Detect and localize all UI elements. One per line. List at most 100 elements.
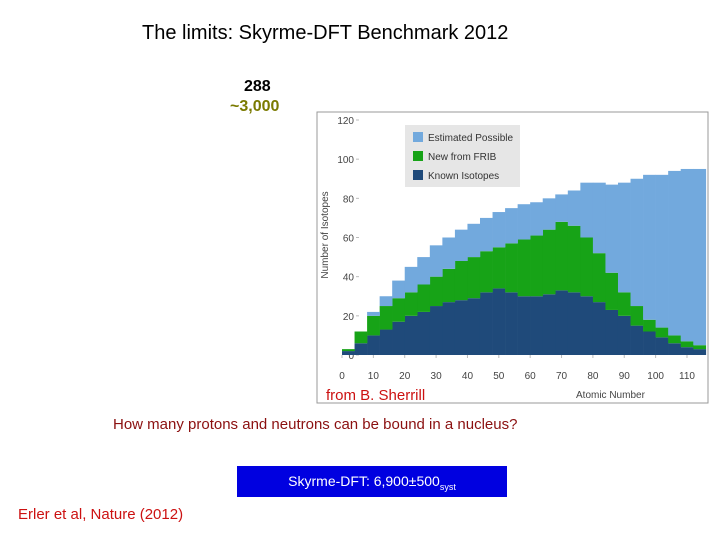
bar (517, 204, 531, 240)
bar (592, 182, 606, 254)
bar (517, 296, 531, 355)
bar (417, 311, 431, 355)
bar (567, 225, 581, 293)
bar (605, 184, 619, 273)
bar (354, 331, 368, 344)
bar (592, 253, 606, 303)
bar (630, 325, 644, 355)
legend-swatch (413, 132, 423, 142)
citation: Erler et al, Nature (2012) (18, 506, 184, 523)
y-tick-label: 20 (343, 312, 355, 323)
x-tick-label: 60 (525, 371, 537, 382)
bar (580, 237, 594, 297)
count-known: 288 (244, 78, 271, 95)
bar (367, 335, 380, 355)
bar (467, 223, 481, 258)
result-subscript: syst (439, 481, 456, 492)
bar (342, 349, 355, 352)
bar (454, 229, 468, 261)
bar (693, 168, 707, 346)
x-tick-label: 50 (493, 371, 505, 382)
bar (379, 296, 393, 307)
x-tick-label: 10 (368, 371, 380, 382)
bar (605, 272, 619, 310)
bar (630, 178, 644, 307)
bar (643, 174, 656, 320)
bar (680, 341, 694, 348)
bar (617, 315, 631, 355)
y-tick-label: 80 (343, 194, 355, 205)
x-tick-label: 30 (431, 371, 443, 382)
bar (693, 349, 707, 355)
bar (454, 261, 468, 301)
x-tick-label: 0 (339, 371, 345, 382)
y-tick-label: 60 (343, 234, 355, 245)
bar (605, 309, 619, 355)
bar (555, 221, 569, 291)
bar (555, 290, 569, 355)
bar (379, 306, 393, 330)
question: How many protons and neutrons can be bou… (113, 416, 518, 433)
bar (479, 251, 493, 293)
bar (404, 292, 418, 316)
bar (680, 168, 694, 342)
bar (580, 182, 594, 238)
x-tick-label: 80 (587, 371, 599, 382)
bar (530, 202, 544, 236)
bar (392, 280, 406, 299)
result-box: Skyrme-DFT: 6,900±500syst (237, 466, 507, 497)
bar (429, 245, 443, 277)
bar (354, 343, 368, 355)
bar (467, 298, 481, 355)
x-tick-label: 70 (556, 371, 568, 382)
bar (580, 296, 594, 355)
bar (367, 315, 380, 336)
x-tick-label: 20 (399, 371, 411, 382)
bar (555, 194, 569, 222)
bar (379, 329, 393, 355)
count-total: ~3,000 (230, 98, 280, 115)
bar (429, 276, 443, 307)
bar (492, 212, 506, 248)
bar (404, 315, 418, 355)
y-tick-label: 40 (343, 273, 355, 284)
bar (454, 300, 468, 355)
bar (530, 296, 544, 355)
legend-swatch (413, 170, 423, 180)
bar (467, 257, 481, 299)
bar (655, 174, 669, 328)
bar (404, 266, 418, 293)
bar (542, 294, 556, 355)
bar (429, 306, 443, 355)
y-tick-label: 0 (348, 351, 354, 362)
bar (617, 182, 631, 293)
bar (479, 292, 493, 355)
x-tick-label: 90 (619, 371, 631, 382)
bar (693, 345, 707, 350)
x-tick-label: 40 (462, 371, 474, 382)
bar (505, 208, 518, 244)
bar (392, 298, 406, 322)
bar (643, 331, 656, 355)
credit: from B. Sherrill (326, 387, 426, 404)
bar (442, 302, 456, 355)
bar (417, 257, 431, 285)
bar (680, 347, 694, 355)
legend-label: Estimated Possible (428, 133, 513, 144)
bar (442, 268, 456, 303)
bar (442, 237, 456, 269)
y-tick-label: 120 (337, 116, 354, 127)
bar (643, 319, 656, 332)
bar (530, 235, 544, 297)
bar (630, 306, 644, 326)
bar (392, 321, 406, 355)
bar (342, 351, 355, 355)
bar (592, 302, 606, 355)
x-tick-label: 100 (647, 371, 664, 382)
bar (417, 284, 431, 312)
bar (479, 217, 493, 252)
slide-title: The limits: Skyrme-DFT Benchmark 2012 (142, 22, 509, 44)
bar (668, 335, 682, 344)
y-tick-label: 100 (337, 155, 354, 166)
